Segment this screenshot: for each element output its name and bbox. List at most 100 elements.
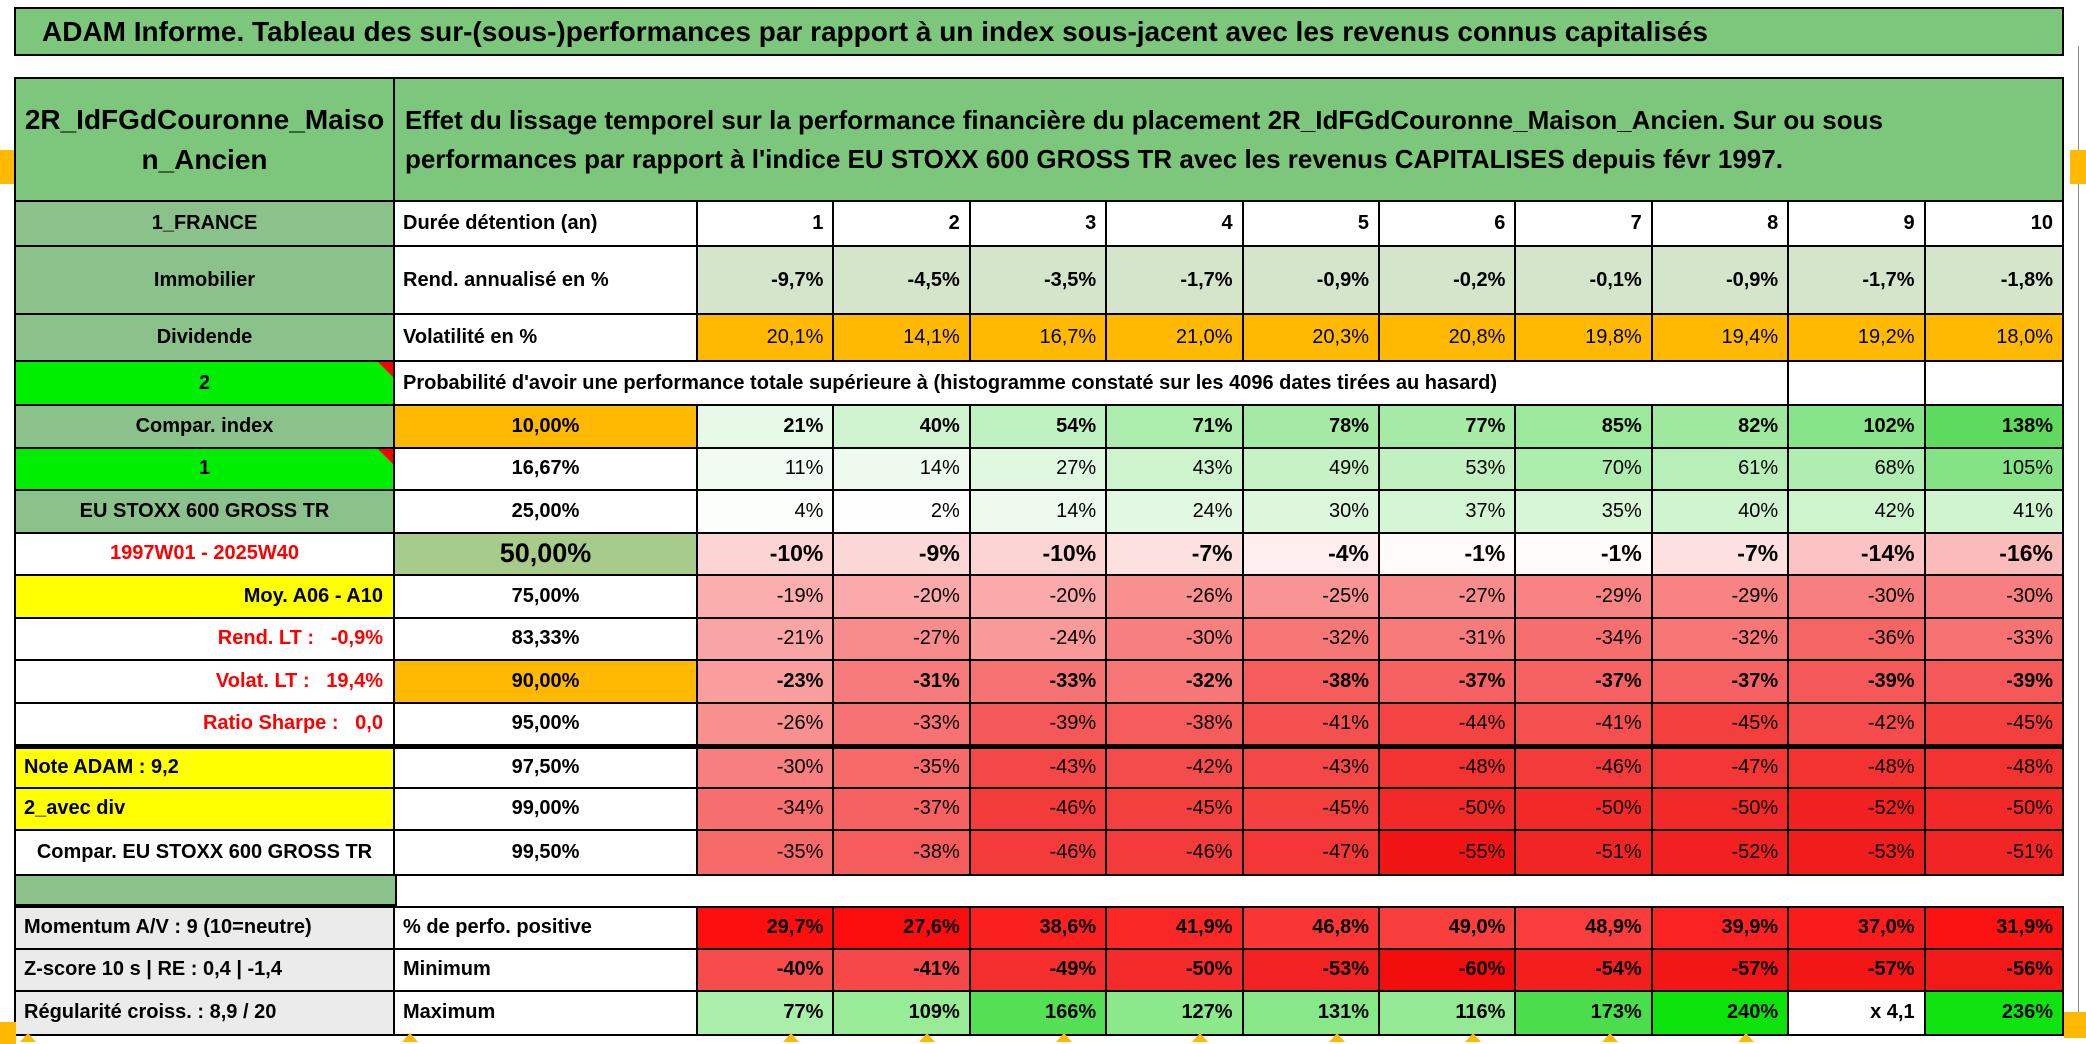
value-cell[interactable]: -46% (970, 788, 1108, 831)
value-cell[interactable]: -30% (698, 749, 835, 789)
value-cell[interactable]: 49% (1243, 448, 1380, 491)
value-cell[interactable]: -0,9% (1652, 247, 1790, 315)
value-cell[interactable]: -32% (1107, 661, 1244, 704)
threshold-cell[interactable]: 25,00% (395, 491, 698, 534)
value-cell[interactable]: -27% (834, 618, 971, 661)
value-cell[interactable]: -1% (1379, 533, 1517, 576)
value-cell[interactable]: -36% (1789, 618, 1926, 661)
value-cell[interactable]: 10 (1925, 202, 2062, 247)
value-cell[interactable]: -55% (1379, 831, 1517, 874)
row-label[interactable]: Note ADAM : 9,2 (16, 749, 395, 789)
value-cell[interactable]: -51% (1516, 831, 1653, 874)
row-label[interactable]: Z-score 10 s | RE : 0,4 | -1,4 (16, 949, 395, 992)
row-label[interactable]: 1997W01 - 2025W40 (16, 533, 395, 576)
value-cell[interactable]: -38% (834, 831, 971, 874)
value-cell[interactable]: 21,0% (1107, 315, 1244, 362)
value-cell[interactable]: -31% (834, 661, 971, 704)
value-cell[interactable]: -35% (698, 831, 835, 874)
row-metric[interactable]: % de perfo. positive (395, 907, 698, 950)
row-label[interactable]: Moy. A06 - A10 (16, 576, 395, 619)
value-cell[interactable]: 37,0% (1789, 907, 1926, 950)
value-cell[interactable]: 236% (1925, 991, 2062, 1034)
value-cell[interactable]: -41% (1243, 703, 1380, 746)
value-cell[interactable]: -46% (1516, 749, 1653, 789)
value-cell[interactable]: -35% (834, 749, 971, 789)
value-cell[interactable]: -0,1% (1516, 247, 1653, 315)
threshold-cell[interactable]: 99,50% (395, 831, 698, 874)
value-cell[interactable]: -34% (1516, 618, 1653, 661)
value-cell[interactable]: -54% (1516, 949, 1653, 992)
row-label[interactable]: EU STOXX 600 GROSS TR (16, 491, 395, 534)
row-label[interactable]: Immobilier (16, 247, 395, 315)
value-cell[interactable]: 82% (1652, 406, 1790, 449)
value-cell[interactable]: 8 (1652, 202, 1790, 247)
value-cell[interactable]: -41% (834, 949, 971, 992)
value-cell[interactable]: -52% (1789, 788, 1926, 831)
value-cell[interactable]: -27% (1379, 576, 1517, 619)
value-cell[interactable]: -49% (970, 949, 1108, 992)
value-cell[interactable]: 54% (970, 406, 1108, 449)
value-cell[interactable]: -1,8% (1925, 247, 2062, 315)
value-cell[interactable]: 14,1% (834, 315, 971, 362)
value-cell[interactable]: -21% (698, 618, 835, 661)
row-label[interactable]: Ratio Sharpe : 0,0 (16, 703, 395, 746)
value-cell[interactable]: -30% (1925, 576, 2062, 619)
value-cell[interactable]: 20,8% (1379, 315, 1517, 362)
value-cell[interactable]: -47% (1652, 749, 1790, 789)
value-cell[interactable]: 78% (1243, 406, 1380, 449)
row-metric[interactable]: Durée détention (an) (395, 202, 698, 247)
value-cell[interactable]: 27% (970, 448, 1108, 491)
value-cell[interactable]: 77% (698, 991, 835, 1034)
value-cell[interactable]: -4,5% (834, 247, 971, 315)
value-cell[interactable]: -50% (1107, 949, 1244, 992)
value-cell[interactable]: -26% (698, 703, 835, 746)
value-cell[interactable]: -39% (1789, 661, 1926, 704)
value-cell[interactable]: -37% (1516, 661, 1653, 704)
row-label[interactable]: 1 (16, 448, 395, 491)
value-cell[interactable]: 29,7% (698, 907, 835, 950)
threshold-cell[interactable]: 97,50% (395, 749, 698, 789)
value-cell[interactable]: -38% (1107, 703, 1244, 746)
value-cell[interactable]: -0,9% (1243, 247, 1380, 315)
value-cell[interactable]: 14% (834, 448, 971, 491)
value-cell[interactable]: -25% (1243, 576, 1380, 619)
value-cell[interactable]: -26% (1107, 576, 1244, 619)
value-cell[interactable]: -1,7% (1789, 247, 1926, 315)
value-cell[interactable]: 27,6% (834, 907, 971, 950)
value-cell[interactable]: 43% (1107, 448, 1244, 491)
value-cell[interactable]: -19% (698, 576, 835, 619)
value-cell[interactable]: -30% (1789, 576, 1926, 619)
value-cell[interactable]: -3,5% (970, 247, 1108, 315)
value-cell[interactable]: -48% (1379, 749, 1517, 789)
value-cell[interactable]: -39% (970, 703, 1108, 746)
row-label[interactable]: Compar. index (16, 406, 395, 449)
value-cell[interactable]: -30% (1107, 618, 1244, 661)
value-cell[interactable]: -53% (1243, 949, 1380, 992)
row-metric[interactable]: Rend. annualisé en % (395, 247, 698, 315)
threshold-cell[interactable]: 10,00% (395, 406, 698, 449)
row-label[interactable]: Régularité croiss. : 8,9 / 20 (16, 991, 395, 1034)
row-label[interactable]: Momentum A/V : 9 (10=neutre) (16, 907, 395, 950)
value-cell[interactable]: 38,6% (970, 907, 1108, 950)
value-cell[interactable]: 41% (1925, 491, 2062, 534)
value-cell[interactable]: -40% (698, 949, 835, 992)
value-cell[interactable]: 109% (834, 991, 971, 1034)
value-cell[interactable]: 37% (1379, 491, 1517, 534)
value-cell[interactable]: -7% (1107, 533, 1244, 576)
value-cell[interactable]: 14% (970, 491, 1108, 534)
value-cell[interactable]: 85% (1516, 406, 1653, 449)
value-cell[interactable]: -1,7% (1107, 247, 1244, 315)
value-cell[interactable]: -37% (834, 788, 971, 831)
value-cell[interactable]: -1% (1516, 533, 1653, 576)
value-cell[interactable]: 240% (1652, 991, 1790, 1034)
value-cell[interactable]: -42% (1107, 749, 1244, 789)
value-cell[interactable]: -10% (698, 533, 835, 576)
value-cell[interactable]: 49,0% (1379, 907, 1517, 950)
value-cell[interactable]: 127% (1107, 991, 1244, 1034)
value-cell[interactable]: -53% (1789, 831, 1926, 874)
value-cell[interactable]: 77% (1379, 406, 1517, 449)
value-cell[interactable]: 40% (1652, 491, 1790, 534)
empty-cell[interactable] (1925, 362, 2062, 406)
threshold-cell[interactable]: 90,00% (395, 661, 698, 704)
value-cell[interactable]: -43% (1243, 749, 1380, 789)
